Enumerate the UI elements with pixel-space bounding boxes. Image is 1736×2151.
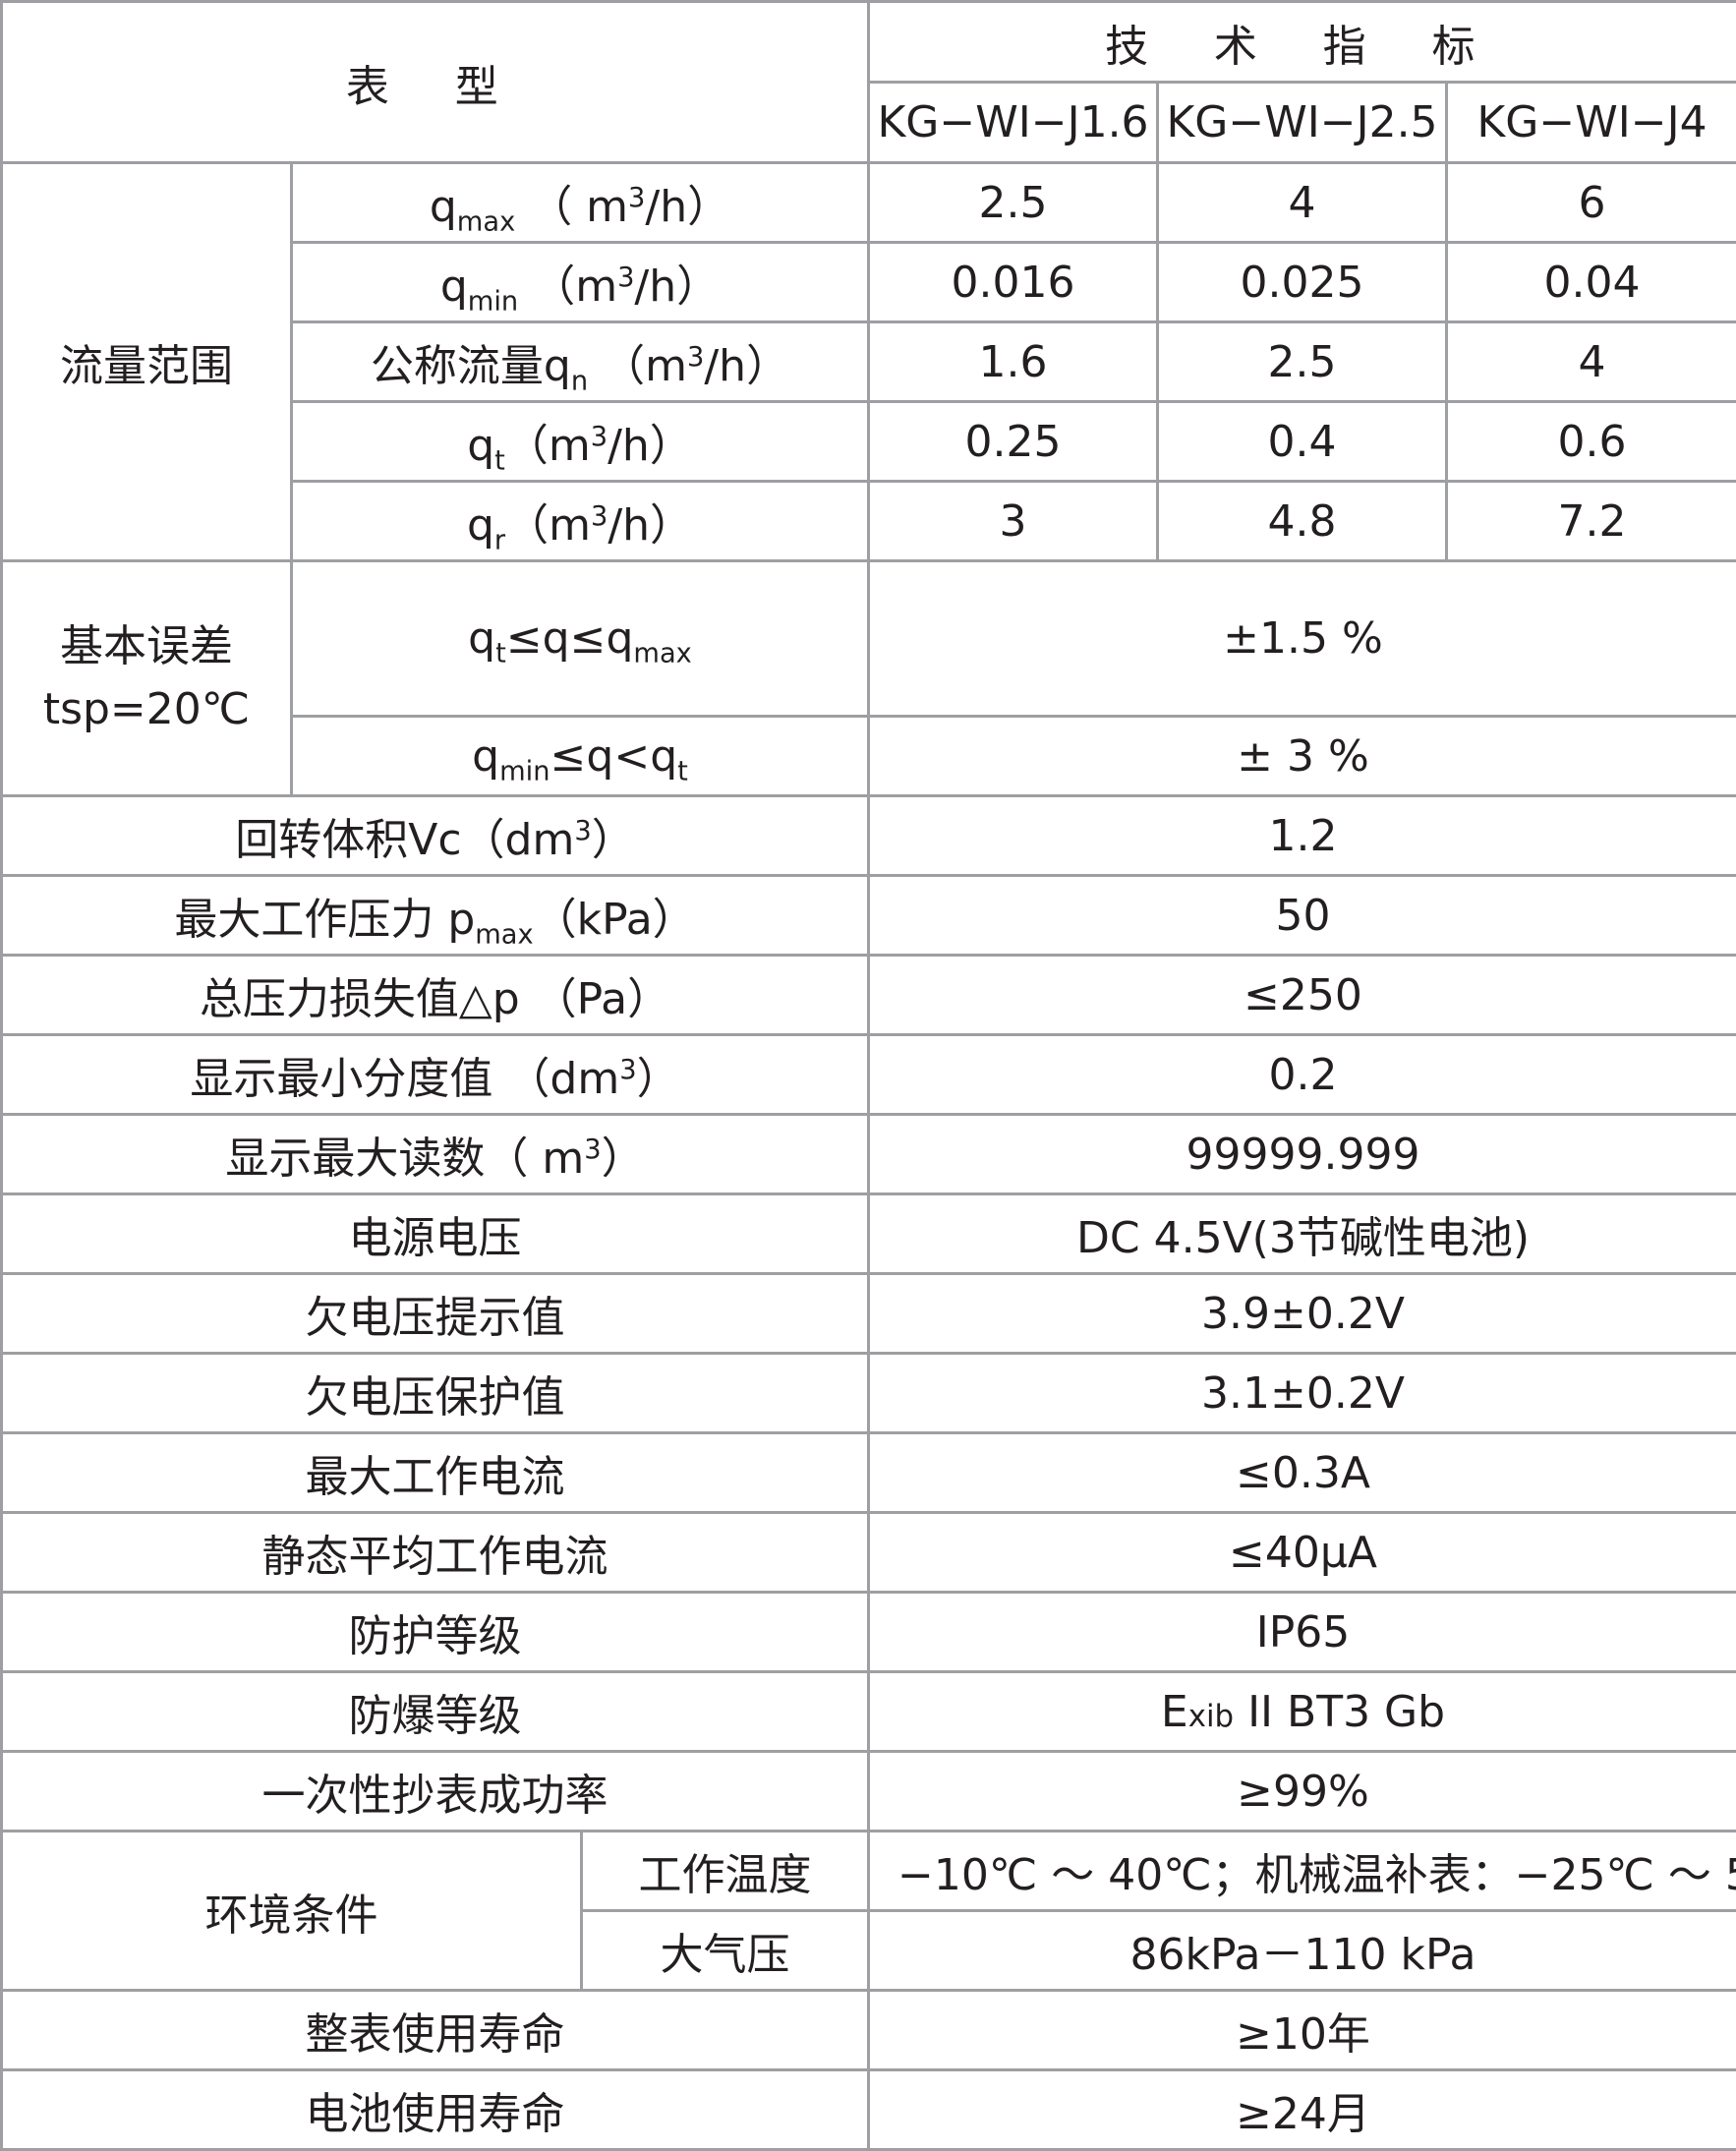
flow-group-label: 流量范围 — [2, 163, 292, 561]
spec-label: 总压力损失值△p （Pa） — [2, 956, 869, 1035]
flow-value: 2.5 — [869, 163, 1158, 243]
spec-row-read-success: 一次性抄表成功率 ≥99% — [2, 1752, 1736, 1831]
flow-param: qmin （m3/h） — [292, 243, 869, 322]
spec-row-max-current: 最大工作电流 ≤0.3A — [2, 1433, 1736, 1513]
spec-value: ≤250 — [869, 956, 1736, 1035]
spec-value: 99999.999 — [869, 1115, 1736, 1194]
flow-value: 0.04 — [1447, 243, 1736, 322]
life-meter-label: 整表使用寿命 — [2, 1991, 869, 2070]
env-pressure-value: 86kPa－110 kPa — [869, 1911, 1736, 1991]
spec-label: 欠电压保护值 — [2, 1354, 869, 1433]
flow-value: 3 — [869, 482, 1158, 561]
flow-param: 公称流量qn （m3/h） — [292, 322, 869, 402]
flow-value: 4 — [1158, 163, 1447, 243]
env-pressure-label: 大气压 — [582, 1911, 869, 1991]
error-value: ± 3 % — [869, 717, 1736, 796]
flow-value: 0.25 — [869, 402, 1158, 482]
flow-param: qmax （ m3/h） — [292, 163, 869, 243]
env-group-label: 环境条件 — [2, 1831, 582, 1991]
spec-row-explosion-class: 防爆等级 Exib II BT3 Gb — [2, 1672, 1736, 1752]
spec-label: 防护等级 — [2, 1593, 869, 1672]
spec-row-max-pressure: 最大工作压力 pmax（kPa） 50 — [2, 876, 1736, 956]
env-row-temp: 环境条件 工作温度 −10℃ ～ 40℃；机械温补表：−25℃ ～ 55 — [2, 1831, 1736, 1911]
spec-value: ≤0.3A — [869, 1433, 1736, 1513]
life-row-meter: 整表使用寿命 ≥10年 — [2, 1991, 1736, 2070]
spec-row-static-current: 静态平均工作电流 ≤40μA — [2, 1513, 1736, 1593]
life-meter-value: ≥10年 — [869, 1991, 1736, 2070]
model-header-2: KG−WI−J2.5 — [1158, 83, 1447, 163]
spec-row-min-division: 显示最小分度值 （dm3） 0.2 — [2, 1035, 1736, 1115]
flow-row-qmax: 流量范围 qmax （ m3/h） 2.5 4 6 — [2, 163, 1736, 243]
spec-label: 一次性抄表成功率 — [2, 1752, 869, 1831]
spec-row-undervoltage-protect: 欠电压保护值 3.1±0.2V — [2, 1354, 1736, 1433]
spec-row-undervoltage-alert: 欠电压提示值 3.9±0.2V — [2, 1274, 1736, 1354]
spec-value: 3.9±0.2V — [869, 1274, 1736, 1354]
spec-header-label: 技 术 指 标 — [1105, 22, 1501, 72]
spec-value: Exib II BT3 Gb — [869, 1672, 1736, 1752]
env-temp-label: 工作温度 — [582, 1831, 869, 1911]
model-header-1: KG−WI−J1.6 — [869, 83, 1158, 163]
spec-value: 50 — [869, 876, 1736, 956]
spec-label: 电源电压 — [2, 1194, 869, 1274]
spec-label: 回转体积Vc（dm3） — [2, 796, 869, 876]
flow-value: 4 — [1447, 322, 1736, 402]
flow-param: qr（m3/h） — [292, 482, 869, 561]
type-header: 表 型 — [2, 2, 869, 163]
spec-label: 最大工作压力 pmax（kPa） — [2, 876, 869, 956]
flow-value: 1.6 — [869, 322, 1158, 402]
spec-label: 防爆等级 — [2, 1672, 869, 1752]
flow-value: 0.016 — [869, 243, 1158, 322]
spec-value: ≤40μA — [869, 1513, 1736, 1593]
spec-row-protection-class: 防护等级 IP65 — [2, 1593, 1736, 1672]
flow-value: 0.4 — [1158, 402, 1447, 482]
spec-value: 3.1±0.2V — [869, 1354, 1736, 1433]
spec-label: 最大工作电流 — [2, 1433, 869, 1513]
flow-value: 6 — [1447, 163, 1736, 243]
spec-value: ≥99% — [869, 1752, 1736, 1831]
spec-row-pressure-loss: 总压力损失值△p （Pa） ≤250 — [2, 956, 1736, 1035]
spec-value: 0.2 — [869, 1035, 1736, 1115]
spec-row-rotation-volume: 回转体积Vc（dm3） 1.2 — [2, 796, 1736, 876]
error-range: qmin≤q<qt — [292, 717, 869, 796]
flow-value: 4.8 — [1158, 482, 1447, 561]
spec-header: 技 术 指 标 — [869, 2, 1736, 83]
error-value: ±1.5 % — [869, 561, 1736, 717]
type-header-label: 表 型 — [346, 62, 524, 112]
life-row-battery: 电池使用寿命 ≥24月 — [2, 2070, 1736, 2150]
spec-value: 1.2 — [869, 796, 1736, 876]
life-battery-value: ≥24月 — [869, 2070, 1736, 2150]
spec-label: 欠电压提示值 — [2, 1274, 869, 1354]
spec-row-max-reading: 显示最大读数（ m3） 99999.999 — [2, 1115, 1736, 1194]
spec-label: 显示最大读数（ m3） — [2, 1115, 869, 1194]
flow-value: 2.5 — [1158, 322, 1447, 402]
model-header-3: KG−WI−J4 — [1447, 83, 1736, 163]
spec-row-supply-voltage: 电源电压 DC 4.5V(3节碱性电池) — [2, 1194, 1736, 1274]
spec-value: IP65 — [869, 1593, 1736, 1672]
flow-value: 7.2 — [1447, 482, 1736, 561]
spec-label: 显示最小分度值 （dm3） — [2, 1035, 869, 1115]
life-battery-label: 电池使用寿命 — [2, 2070, 869, 2150]
env-temp-value: −10℃ ～ 40℃；机械温补表：−25℃ ～ 55 — [869, 1831, 1736, 1911]
error-range: qt≤q≤qmax — [292, 561, 869, 717]
flow-value: 0.6 — [1447, 402, 1736, 482]
flow-param: qt（m3/h） — [292, 402, 869, 482]
flow-value: 0.025 — [1158, 243, 1447, 322]
spec-label: 静态平均工作电流 — [2, 1513, 869, 1593]
spec-value: DC 4.5V(3节碱性电池) — [869, 1194, 1736, 1274]
